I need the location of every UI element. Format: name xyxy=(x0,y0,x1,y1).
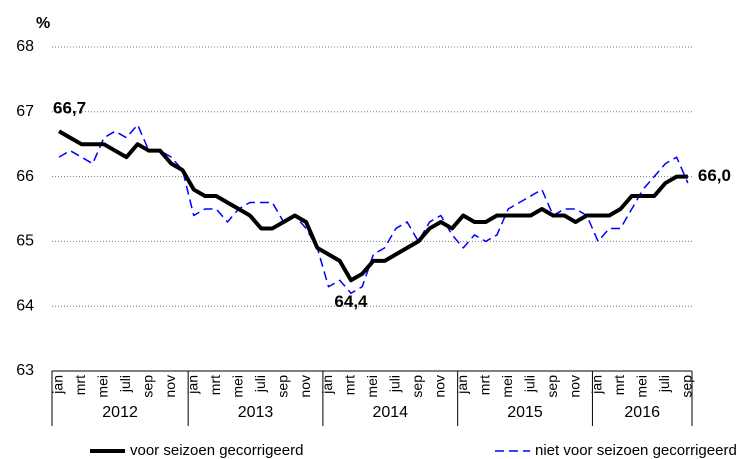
x-tick-label: mei xyxy=(364,375,380,398)
data-label: 66,0 xyxy=(698,166,731,185)
x-tick-label: mei xyxy=(499,375,515,398)
year-label: 2014 xyxy=(372,404,408,421)
x-tick-label: mrt xyxy=(342,375,358,395)
x-tick-label: jan xyxy=(184,375,200,395)
x-tick-label: mrt xyxy=(476,375,492,395)
year-label: 2016 xyxy=(624,404,660,421)
year-label: 2012 xyxy=(102,404,138,421)
legend-label: niet voor seizoen gecorrigeerd xyxy=(535,442,737,459)
x-tick-label: sep xyxy=(274,375,290,398)
x-tick-label: jan xyxy=(454,375,470,395)
x-tick-label: sep xyxy=(679,375,695,398)
y-tick-label: 65 xyxy=(16,233,34,250)
x-tick-label: juli xyxy=(387,375,403,393)
x-tick-label: mrt xyxy=(72,375,88,395)
x-tick-label: jan xyxy=(589,375,605,395)
y-tick-label: 66 xyxy=(16,168,34,185)
x-tick-label: sep xyxy=(409,375,425,398)
x-tick-label: juli xyxy=(252,375,268,393)
year-label: 2015 xyxy=(507,404,543,421)
x-tick-label: sep xyxy=(140,375,156,398)
legend-label: voor seizoen gecorrigeerd xyxy=(130,442,303,459)
y-tick-label: 67 xyxy=(16,103,34,120)
x-tick-label: nov xyxy=(566,375,582,398)
x-tick-label: sep xyxy=(544,375,560,398)
x-tick-label: juli xyxy=(521,375,537,393)
y-axis-label: % xyxy=(36,15,50,32)
x-tick-label: mrt xyxy=(611,375,627,395)
y-tick-label: 63 xyxy=(16,362,34,379)
x-tick-label: mei xyxy=(229,375,245,398)
x-tick-label: nov xyxy=(162,375,178,398)
x-tick-label: mrt xyxy=(207,375,223,395)
data-label: 66,7 xyxy=(53,99,86,118)
year-label: 2013 xyxy=(238,404,274,421)
data-label: 64,4 xyxy=(334,292,368,311)
x-tick-label: mei xyxy=(95,375,111,398)
series-line xyxy=(58,129,688,283)
y-tick-label: 68 xyxy=(16,38,34,55)
x-tick-label: nov xyxy=(297,375,313,398)
y-tick-label: 64 xyxy=(16,297,34,314)
x-tick-label: nov xyxy=(432,375,448,398)
x-tick-label: jan xyxy=(319,375,335,395)
x-tick-label: juli xyxy=(656,375,672,393)
x-tick-label: jan xyxy=(50,375,66,395)
x-tick-label: juli xyxy=(117,375,133,393)
x-tick-label: mei xyxy=(634,375,650,398)
